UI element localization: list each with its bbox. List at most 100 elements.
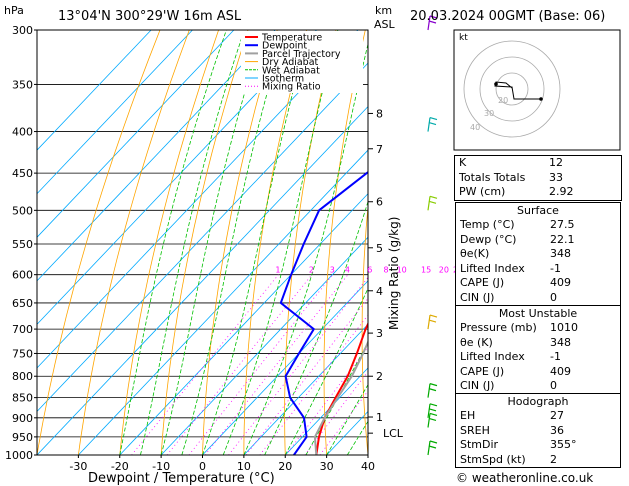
hodo-eh-value: 27: [550, 409, 564, 422]
height-tick-label: 2: [376, 370, 383, 383]
hodograph-point: [494, 82, 498, 86]
surface-li-label: Lifted Index: [460, 261, 525, 275]
x-axis-label: Dewpoint / Temperature (°C): [88, 471, 275, 486]
height-tick-label: 5: [376, 242, 383, 255]
hodograph-table: Hodograph EH 27 SREH 36 StmDir 355° StmSpd …: [455, 393, 621, 469]
dry-adiabat-line: [284, 30, 337, 455]
dry-adiabat-line: [160, 30, 249, 455]
wind-barb-flag: [429, 195, 438, 199]
wind-barb-flag: [428, 417, 437, 422]
series-line-dewpoint: [279, 170, 368, 455]
wind-barb-flag: [428, 408, 437, 412]
surface-title: Surface: [517, 204, 559, 217]
hodograph-ring-label-20: 20: [498, 96, 508, 105]
legend-label: Isotherm: [262, 74, 304, 85]
surface-dewp-value: 22.1: [550, 232, 575, 246]
mu-pressure-label: Pressure (mb): [460, 321, 537, 334]
hodograph-unit: kt: [459, 33, 468, 43]
pressure-unit: hPa: [4, 4, 24, 17]
lcl-label: LCL: [383, 427, 404, 440]
temperature-tick-label: 20: [278, 460, 292, 473]
isotherm-line: [243, 323, 368, 455]
wind-barb-flag: [428, 200, 437, 204]
hodograph-trace: [494, 81, 540, 100]
wind-barb-flag: [428, 388, 437, 392]
hodo-stmspd-value: 2: [550, 452, 557, 466]
temperature-tick-label: 10: [237, 460, 251, 473]
isotherm-line: [37, 30, 193, 195]
surface-table: Surface Temp (°C) 27.5 Dewp (°C) 22.1 θe(K…: [455, 202, 621, 307]
mixing-ratio-line: [131, 274, 279, 455]
most-unstable-table: Most Unstable Pressure (mb) 1010 θe (K) 34…: [455, 305, 621, 395]
pressure-tick-label: 950: [12, 431, 33, 444]
wind-barb-flag: [429, 440, 438, 444]
dry-adiabat-line: [78, 30, 190, 455]
wind-barb-shaft: [427, 196, 431, 211]
pressure-tick-label: 650: [12, 297, 33, 310]
wet-adiabat-line: [140, 30, 245, 455]
height-unit-asl: ASL: [374, 18, 396, 31]
hodo-sreh-value: 36: [550, 423, 564, 437]
surface-temp-label: Temp (°C): [460, 218, 515, 231]
hodograph: kt 20 30 40: [453, 29, 621, 151]
wet-adiabat-line: [284, 287, 368, 455]
pressure-tick-label: 500: [12, 204, 33, 217]
wind-barb-shaft: [427, 413, 431, 428]
profile-lines: [279, 170, 368, 455]
legend-label: Dewpoint: [262, 41, 307, 52]
pressure-tick-label: 400: [12, 126, 33, 139]
isotherm-line: [37, 62, 368, 413]
mixing-ratio-line: [188, 274, 334, 455]
wind-barb-flag: [429, 403, 438, 407]
wind-barb-shaft: [427, 440, 431, 456]
hodo-stmspd-label: StmSpd (kt): [460, 452, 526, 466]
pressure-tick-label: 450: [12, 167, 33, 180]
legend-background: [241, 31, 363, 93]
wet-adiabat-line: [202, 30, 310, 455]
hodo-stmdir-label: StmDir: [460, 438, 499, 452]
temperature-tick-label: 0: [199, 460, 206, 473]
mixing-ratio-label: 3: [330, 266, 335, 275]
wet-adiabat-line: [119, 30, 227, 455]
dry-adiabat-line: [119, 30, 219, 455]
index-k-label: K: [459, 156, 467, 169]
wind-barb-flag: [429, 383, 438, 387]
wind-barb-flag: [429, 314, 438, 318]
date-label: 20.03.2024 00GMT (Base: 06): [410, 9, 605, 24]
isotherm-line: [119, 193, 368, 455]
wind-barb-flag: [429, 412, 438, 417]
mixing-ratio-axis-label: Mixing Ratio (g/kg): [387, 217, 401, 330]
surface-thetae-value: 348: [550, 247, 571, 261]
temperature-tick-label: -10: [152, 460, 170, 473]
hodo-eh-label: EH: [460, 409, 476, 422]
temperature-tick-label: 30: [320, 460, 334, 473]
mu-li-value: -1: [550, 350, 561, 364]
wind-barb-shaft: [427, 383, 431, 398]
pressure-tick-label: 1000: [5, 449, 33, 462]
pressure-tick-label: 300: [12, 24, 33, 37]
hodo-sreh-label: SREH: [460, 423, 490, 437]
mu-cape-label: CAPE (J): [460, 364, 505, 378]
height-tick-label: 3: [376, 327, 383, 340]
wind-barb-shaft: [427, 403, 431, 418]
mixing-ratio-label: 8: [384, 266, 389, 275]
surface-cape-label: CAPE (J): [460, 276, 505, 290]
surface-temp-value: 27.5: [550, 218, 575, 231]
index-tt-value: 33: [549, 170, 563, 184]
mu-cin-label: CIN (J): [460, 379, 495, 393]
index-k-value: 12: [549, 156, 563, 169]
wind-barb-flag: [429, 15, 438, 19]
pressure-tick-label: 800: [12, 370, 33, 383]
hodograph-ring-label-40: 40: [470, 123, 480, 132]
height-unit-km: km: [375, 4, 392, 17]
temperature-tick-label: -20: [111, 460, 129, 473]
wet-adiabat-line: [181, 30, 286, 455]
wind-barb-flag: [428, 20, 437, 24]
pressure-tick-label: 750: [12, 347, 33, 360]
legend-label: Mixing Ratio: [262, 82, 321, 93]
legend-label: Temperature: [261, 33, 322, 44]
index-tt-label: Totals Totals: [459, 170, 526, 184]
dry-adiabat-line: [435, 30, 454, 455]
mixing-ratio-label: 10: [397, 266, 407, 275]
